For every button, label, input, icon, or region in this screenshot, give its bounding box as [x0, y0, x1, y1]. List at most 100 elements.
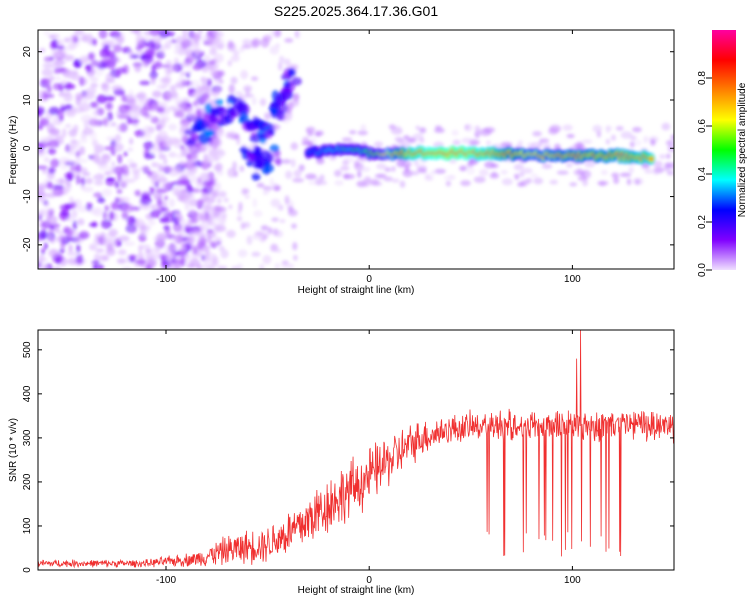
- heatmap-cell: [115, 36, 125, 44]
- heatmap-cell: [283, 81, 296, 93]
- heatmap-cell: [103, 44, 110, 49]
- heatmap-cell: [209, 188, 219, 198]
- heatmap-cell: [163, 195, 169, 201]
- heatmap-cell: [239, 46, 245, 53]
- heatmap-cell: [180, 188, 189, 193]
- heatmap-cell: [127, 147, 134, 152]
- heatmap-cell: [88, 222, 98, 227]
- heatmap-cell: [70, 209, 78, 219]
- heatmap-cell: [42, 63, 52, 69]
- heatmap-cell: [61, 79, 67, 86]
- heatmap-cell: [287, 205, 294, 213]
- heatmap-cell: [237, 249, 248, 258]
- heatmap-cell: [218, 245, 225, 252]
- heatmap-cell: [96, 94, 108, 104]
- heatmap-cell: [305, 127, 310, 133]
- heatmap-cell: [239, 146, 248, 155]
- heatmap-cell: [227, 40, 234, 49]
- heatmap-cell: [151, 162, 160, 168]
- heatmap-cell: [139, 80, 151, 86]
- heatmap-cell: [116, 114, 129, 119]
- heatmap-cell: [264, 163, 275, 173]
- heatmap-cell: [543, 143, 551, 150]
- heatmap-cell: [460, 180, 471, 187]
- heatmap-cell: [653, 160, 663, 169]
- heatmap-cell: [170, 39, 178, 44]
- heatmap-cell: [174, 260, 180, 269]
- heatmap-cell: [92, 265, 98, 269]
- heatmap-cell: [185, 72, 191, 78]
- heatmap-cell: [174, 96, 183, 106]
- y-tick-label: 500: [22, 341, 33, 358]
- heatmap-cell: [101, 153, 111, 164]
- heatmap-cell: [285, 101, 294, 111]
- heatmap-cell: [47, 233, 52, 242]
- heatmap-cell: [76, 243, 81, 254]
- heatmap-cell: [173, 227, 185, 234]
- heatmap-cell: [227, 60, 233, 67]
- x-tick-label: -100: [156, 274, 176, 285]
- heatmap-cell: [64, 104, 73, 111]
- heatmap-cell: [104, 205, 110, 212]
- heatmap-cell: [191, 90, 200, 99]
- heatmap-cell: [279, 55, 285, 63]
- heatmap-cell: [147, 219, 156, 226]
- y-tick-label: 300: [22, 429, 33, 446]
- y-tick-label: 0: [22, 567, 33, 573]
- heatmap-cell: [93, 175, 101, 180]
- heatmap-cell: [105, 136, 118, 141]
- heatmap-cell: [290, 158, 296, 168]
- heatmap-cell: [111, 57, 122, 63]
- heatmap-cell: [406, 138, 417, 143]
- heatmap-cell: [67, 257, 77, 265]
- heatmap-cell: [581, 139, 593, 144]
- heatmap-cell: [635, 178, 640, 185]
- heatmap-cell: [208, 112, 217, 123]
- heatmap-cell: [72, 220, 78, 231]
- heatmap-cell: [175, 213, 183, 222]
- heatmap-cell: [430, 170, 437, 176]
- heatmap-cell: [251, 38, 261, 47]
- heatmap-cell: [143, 141, 154, 151]
- heatmap-cell: [123, 203, 135, 213]
- heatmap-cell: [213, 78, 221, 85]
- heatmap-cell: [228, 204, 233, 210]
- heatmap-cell: [41, 68, 53, 77]
- heatmap-cell: [182, 103, 188, 111]
- heatmap-cell: [211, 180, 217, 186]
- heatmap-cell: [200, 172, 211, 182]
- heatmap-cell: [474, 125, 481, 132]
- heatmap-cell: [197, 198, 206, 205]
- heatmap-cell: [189, 40, 201, 49]
- heatmap-cell: [600, 169, 608, 176]
- heatmap-cell: [96, 60, 102, 66]
- heatmap-cell: [666, 153, 671, 159]
- heatmap-cell: [412, 133, 424, 141]
- spectrogram-y-ticks: -20 -10 0 10 20: [22, 46, 674, 252]
- heatmap-cell: [192, 64, 201, 71]
- heatmap-cell: [89, 76, 99, 82]
- heatmap-cell: [293, 169, 302, 178]
- heatmap-cell: [85, 202, 93, 212]
- heatmap-cell: [452, 139, 461, 146]
- heatmap-cell: [260, 150, 271, 159]
- heatmap-cell: [445, 180, 452, 187]
- heatmap-cell: [530, 142, 542, 150]
- heatmap-cell: [157, 130, 168, 141]
- heatmap-cell: [110, 201, 120, 211]
- heatmap-cell: [40, 208, 52, 214]
- heatmap-cell: [666, 139, 674, 146]
- heatmap-cell: [73, 60, 81, 69]
- heatmap-cell: [150, 209, 161, 219]
- heatmap-cell: [199, 142, 208, 153]
- heatmap-cell: [210, 68, 218, 77]
- x-tick-label: -100: [156, 575, 176, 586]
- snr-y-ticks: 0 100 200 300 400 500: [22, 341, 674, 573]
- spectrogram-x-ticks: -100 0 100: [156, 30, 581, 285]
- heatmap-cell: [287, 68, 296, 77]
- heatmap-cell: [58, 92, 66, 97]
- heatmap-cell: [206, 230, 217, 239]
- colorbar-tick-label: 0.6: [697, 119, 708, 133]
- heatmap-cell: [262, 255, 272, 265]
- heatmap-cell: [252, 198, 258, 208]
